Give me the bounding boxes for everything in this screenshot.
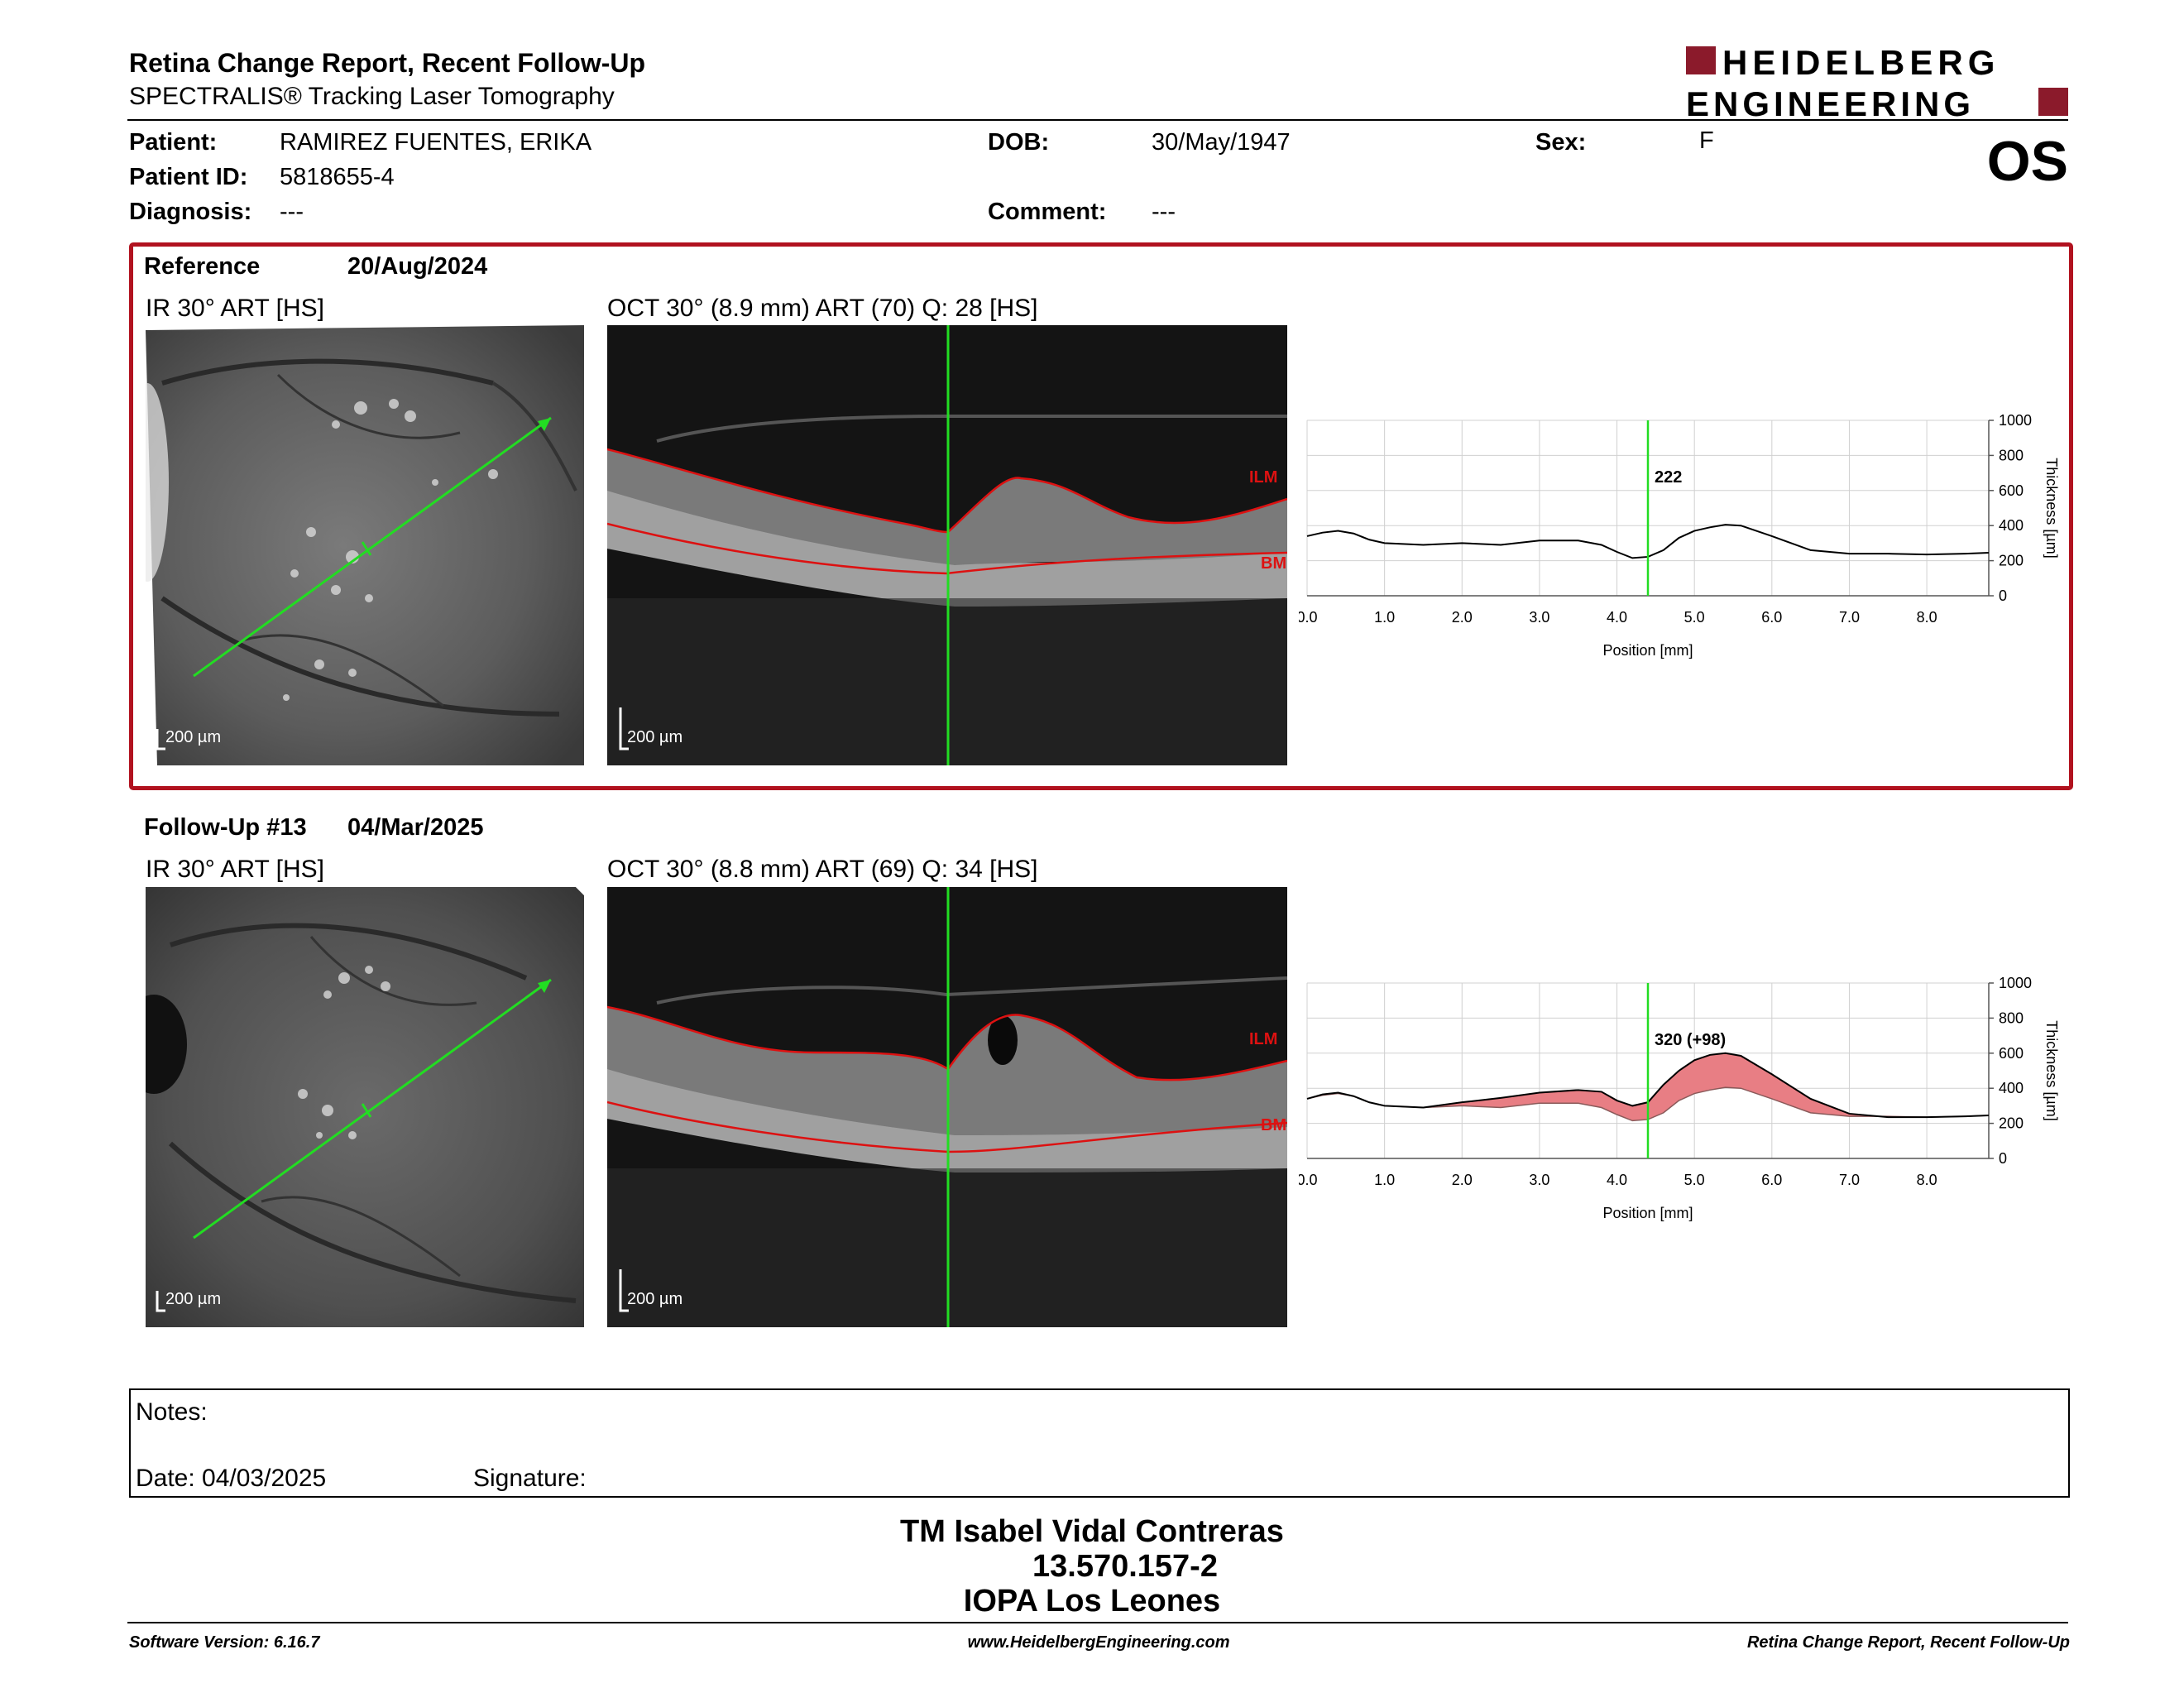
followup-date: 04/Mar/2025 [347, 814, 484, 841]
report-title: Retina Change Report, Recent Follow-Up [129, 48, 646, 78]
x-tick-label: 5.0 [1684, 609, 1705, 626]
followup-ir-title: IR 30° ART [HS] [146, 856, 324, 883]
footer-rule [127, 1622, 2068, 1623]
x-tick-label: 4.0 [1607, 609, 1627, 626]
x-tick-label: 0.0 [1299, 609, 1318, 626]
eye-indicator: OS [1986, 130, 2068, 193]
y-tick-label: 800 [1999, 1009, 2024, 1026]
reference-ir-title: IR 30° ART [HS] [146, 295, 324, 322]
footer-report: Retina Change Report, Recent Follow-Up [1746, 1633, 2070, 1652]
signer-institution: IOPA Los Leones [963, 1584, 1221, 1618]
x-tick-label: 5.0 [1684, 1172, 1705, 1188]
x-tick-label: 7.0 [1839, 609, 1860, 626]
thickness-change-area [1307, 1053, 1989, 1121]
x-tick-label: 1.0 [1374, 609, 1395, 626]
diagnosis-value: --- [280, 199, 304, 225]
x-tick-label: 2.0 [1452, 609, 1473, 626]
reference-ilm-label: ILM [1249, 468, 1277, 487]
y-tick-label: 200 [1999, 553, 2024, 569]
reference-ir-scale: 200 µm [165, 728, 221, 746]
sex-value: F [1699, 127, 1714, 154]
logo-line1: HEIDELBERG [1722, 45, 2000, 82]
y-tick-label: 400 [1999, 517, 2024, 534]
x-tick-label: 3.0 [1529, 1172, 1549, 1188]
notes-date: Date: 04/03/2025 [136, 1465, 327, 1492]
dob-label: DOB: [988, 129, 1050, 156]
x-tick-label: 3.0 [1529, 609, 1549, 626]
y-tick-label: 400 [1999, 1080, 2024, 1096]
followup-bm-label: BM [1261, 1116, 1286, 1134]
signature-label: Signature: [473, 1465, 587, 1492]
reference-bm-label: BM [1261, 554, 1286, 573]
notes-box [129, 1388, 2070, 1498]
patient-id-label: Patient ID: [129, 164, 248, 190]
y-tick-label: 600 [1999, 482, 2024, 499]
reference-thickness-chart: 0.0 1.0 2.0 3.0 4.0 5.0 6.0 7.0 8.0 0 200 400 600 800… [1299, 412, 2060, 659]
patient-id: 5818655-4 [280, 164, 395, 190]
followup-label: Follow-Up #13 [144, 814, 307, 841]
x-tick-label: 7.0 [1839, 1172, 1860, 1188]
y-tick-label: 800 [1999, 447, 2024, 463]
followup-ilm-label: ILM [1249, 1030, 1277, 1048]
comment-value: --- [1152, 199, 1176, 225]
signer-name: TM Isabel Vidal Contreras [900, 1514, 1284, 1549]
reference-date: 20/Aug/2024 [347, 253, 488, 280]
reference-oct-scale: 200 µm [627, 728, 682, 746]
y-tick-label: 1000 [1999, 975, 2032, 991]
heidelberg-logo: HEIDELBERG ENGINEERING [1686, 45, 2068, 121]
marker-value-label: 222 [1655, 468, 1682, 487]
patient-name: RAMIREZ FUENTES, ERIKA [280, 129, 592, 156]
x-axis-label: Position [mm] [1602, 642, 1693, 659]
x-tick-label: 0.0 [1299, 1172, 1318, 1188]
reference-oct-image: ILM BM 200 µm [607, 325, 1287, 765]
dob-value: 30/May/1947 [1152, 129, 1291, 156]
logo-line2: ENGINEERING [1686, 84, 1975, 121]
footer-url[interactable]: www.HeidelbergEngineering.com [967, 1633, 1230, 1652]
y-axis-label: Thickness [µm] [2043, 1020, 2060, 1120]
notes-label: Notes: [136, 1398, 208, 1426]
y-tick-label: 0 [1999, 587, 2007, 604]
reference-ir-image: 200 µm [146, 325, 584, 765]
marker-value-label: 320 (+98) [1655, 1031, 1726, 1049]
x-tick-label: 4.0 [1607, 1172, 1627, 1188]
reference-label: Reference [144, 253, 261, 280]
y-tick-label: 600 [1999, 1045, 2024, 1062]
followup-thickness-chart: 0.0 1.0 2.0 3.0 4.0 5.0 6.0 7.0 8.0 0 200 400 600 800… [1299, 975, 2060, 1221]
diagnosis-label: Diagnosis: [129, 199, 252, 225]
y-tick-label: 200 [1999, 1115, 2024, 1132]
y-tick-label: 1000 [1999, 412, 2032, 429]
followup-oct-image: ILM BM 200 µm [607, 887, 1287, 1327]
patient-label: Patient: [129, 129, 218, 156]
sex-label: Sex: [1535, 129, 1587, 156]
followup-oct-scale: 200 µm [627, 1290, 682, 1308]
signer-id: 13.570.157-2 [1032, 1549, 1218, 1584]
x-tick-label: 6.0 [1761, 609, 1782, 626]
followup-ir-scale: 200 µm [165, 1290, 221, 1308]
x-axis-label: Position [mm] [1602, 1205, 1693, 1221]
reference-oct-title: OCT 30° (8.9 mm) ART (70) Q: 28 [HS] [607, 295, 1038, 322]
y-tick-label: 0 [1999, 1150, 2007, 1167]
report-subtitle: SPECTRALIS® Tracking Laser Tomography [129, 83, 615, 110]
reference-frame [129, 242, 2073, 790]
x-tick-label: 1.0 [1374, 1172, 1395, 1188]
x-tick-label: 8.0 [1917, 609, 1937, 626]
y-axis-label: Thickness [µm] [2043, 458, 2060, 558]
comment-label: Comment: [988, 199, 1107, 225]
header-rule [127, 119, 2068, 121]
x-tick-label: 6.0 [1761, 1172, 1782, 1188]
x-tick-label: 8.0 [1917, 1172, 1937, 1188]
thickness-line [1306, 524, 1990, 559]
x-tick-label: 2.0 [1452, 1172, 1473, 1188]
followup-ir-image: 200 µm [146, 887, 584, 1327]
thickness-line [1306, 1052, 1990, 1119]
footer-version: Software Version: 6.16.7 [129, 1633, 320, 1652]
followup-oct-title: OCT 30° (8.8 mm) ART (69) Q: 34 [HS] [607, 856, 1038, 883]
